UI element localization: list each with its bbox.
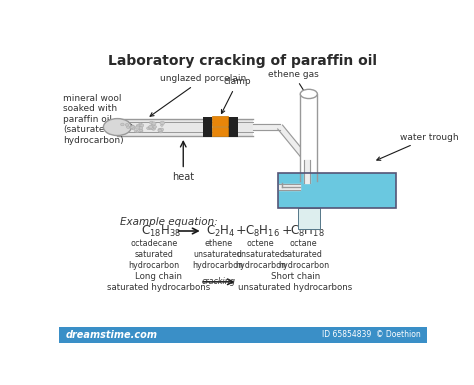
Ellipse shape — [135, 130, 137, 132]
Text: +: + — [236, 224, 246, 238]
Text: octane
saturated
hydrocarbon: octane saturated hydrocarbon — [278, 239, 329, 270]
Ellipse shape — [138, 127, 143, 130]
Ellipse shape — [161, 124, 163, 126]
Bar — [59, 327, 427, 343]
Ellipse shape — [120, 123, 124, 126]
Text: heat: heat — [172, 172, 194, 182]
Text: Example equation:: Example equation: — [120, 217, 218, 227]
Text: $\mathregular{C_{18}H_{38}}$: $\mathregular{C_{18}H_{38}}$ — [141, 223, 181, 239]
Text: +: + — [282, 224, 292, 238]
Text: ethene gas: ethene gas — [268, 70, 319, 95]
Bar — [118, 119, 253, 136]
Text: water trough: water trough — [377, 132, 459, 160]
Ellipse shape — [131, 125, 134, 127]
Bar — [212, 127, 228, 136]
Ellipse shape — [136, 124, 140, 127]
Text: octene
unsaturated
hydrocarbon: octene unsaturated hydrocarbon — [235, 239, 286, 270]
Ellipse shape — [131, 126, 135, 129]
Polygon shape — [304, 160, 310, 183]
Ellipse shape — [153, 126, 156, 128]
Ellipse shape — [139, 124, 144, 127]
Ellipse shape — [139, 129, 142, 132]
Ellipse shape — [146, 127, 150, 130]
Text: Laboratory cracking of paraffin oil: Laboratory cracking of paraffin oil — [109, 54, 377, 68]
Ellipse shape — [158, 128, 162, 131]
Ellipse shape — [158, 129, 162, 132]
Text: ethene
unsaturated
hydrocarbon: ethene unsaturated hydrocarbon — [192, 239, 244, 270]
Ellipse shape — [300, 89, 317, 99]
Bar — [298, 208, 319, 229]
Ellipse shape — [149, 126, 154, 130]
Ellipse shape — [152, 122, 156, 125]
Ellipse shape — [132, 128, 135, 130]
Ellipse shape — [152, 127, 155, 130]
Text: ID 65854839  © Doethion: ID 65854839 © Doethion — [322, 330, 420, 340]
Text: $\mathregular{C_{2}H_{4}}$: $\mathregular{C_{2}H_{4}}$ — [207, 223, 236, 239]
Text: octadecane
saturated
hydrocarbon: octadecane saturated hydrocarbon — [128, 239, 179, 270]
Text: $\mathregular{C_{8}H_{16}}$: $\mathregular{C_{8}H_{16}}$ — [245, 223, 280, 239]
Ellipse shape — [151, 124, 155, 127]
Text: clamp: clamp — [221, 77, 251, 114]
Polygon shape — [279, 184, 300, 190]
Ellipse shape — [136, 126, 140, 129]
Bar — [212, 116, 228, 126]
Ellipse shape — [149, 121, 154, 124]
Ellipse shape — [159, 130, 163, 133]
Ellipse shape — [160, 121, 164, 125]
Ellipse shape — [140, 130, 143, 132]
Ellipse shape — [125, 124, 129, 126]
Text: Short chain
unsaturated hydrocarbons: Short chain unsaturated hydrocarbons — [238, 272, 353, 292]
Ellipse shape — [139, 123, 142, 125]
Bar — [278, 173, 396, 208]
Bar — [228, 117, 237, 137]
Text: $\mathregular{C_{8}H_{18}}$: $\mathregular{C_{8}H_{18}}$ — [290, 223, 325, 239]
Text: Long chain
saturated hydrocarbons: Long chain saturated hydrocarbons — [107, 272, 210, 292]
Bar — [278, 173, 396, 208]
Text: cracking: cracking — [202, 278, 236, 286]
Ellipse shape — [137, 131, 139, 132]
Ellipse shape — [103, 119, 131, 136]
Bar — [301, 92, 317, 173]
Ellipse shape — [149, 125, 153, 129]
Text: mineral wool
soaked with
paraffin oil
(saturated
hydrocarbon): mineral wool soaked with paraffin oil (s… — [63, 94, 124, 144]
Ellipse shape — [127, 126, 130, 128]
Ellipse shape — [130, 126, 133, 129]
Ellipse shape — [160, 128, 164, 131]
Bar — [202, 117, 212, 137]
Text: dreamstime.com: dreamstime.com — [65, 330, 157, 340]
Polygon shape — [253, 124, 280, 130]
Text: unglazed porcelain: unglazed porcelain — [150, 74, 246, 116]
Polygon shape — [278, 125, 310, 162]
